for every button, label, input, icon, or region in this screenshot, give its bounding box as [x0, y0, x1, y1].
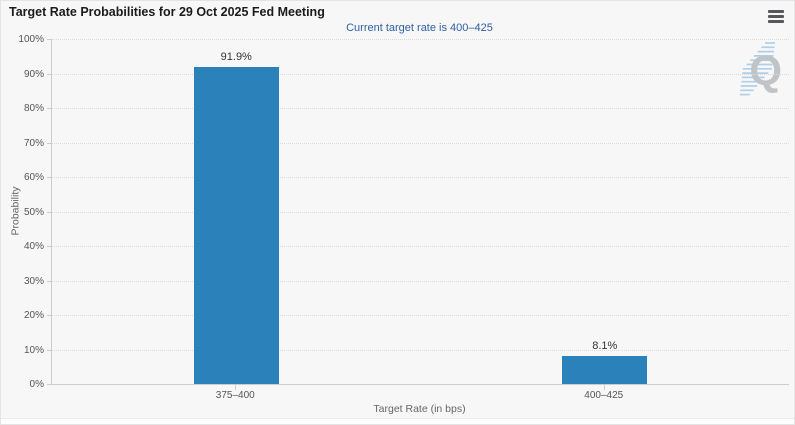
gridline-90 [52, 73, 789, 75]
y-tick-mark [47, 349, 51, 351]
gridline-20 [52, 315, 789, 316]
y-tick-label: 40% [23, 241, 44, 252]
y-tick-label: 70% [23, 137, 44, 149]
gridline-100 [52, 39, 789, 40]
y-tick-mark [47, 177, 51, 178]
y-tick-label: 0% [29, 379, 44, 390]
chart-subtitle: Current target rate is 400–425 [346, 22, 493, 34]
x-tick-mark [603, 385, 605, 390]
y-tick-mark [47, 108, 51, 109]
chart-title: Target Rate Probabilities for 29 Oct 202… [9, 5, 325, 19]
gridline-50 [52, 211, 789, 213]
bar-value-label: 8.1% [592, 340, 618, 353]
x-tick-label: 400–425 [584, 390, 624, 401]
y-tick-label: 60% [23, 172, 44, 183]
y-tick-mark [47, 280, 51, 282]
x-axis-title: Target Rate (in bps) [373, 403, 466, 415]
gridline-10 [52, 349, 789, 351]
bottom-strip [1, 418, 794, 424]
lightning-slash-icon [739, 42, 775, 96]
plot-area: 91.9% 8.1% [51, 39, 789, 385]
watermark-letter: Q [749, 47, 782, 94]
y-tick-mark [47, 384, 51, 385]
y-tick-label: 30% [23, 275, 44, 287]
y-tick-mark [47, 315, 51, 316]
bar-375–400[interactable] [193, 66, 279, 384]
gridline-40 [52, 246, 789, 247]
menu-bar [768, 10, 784, 13]
x-tick-label: 375–400 [215, 390, 255, 401]
gridline-70 [52, 142, 789, 144]
y-tick-label: 100% [18, 34, 44, 45]
bar-value-label: 91.9% [220, 50, 252, 63]
gridline-30 [52, 280, 789, 282]
gridline-60 [52, 177, 789, 178]
quikstrike-watermark-logo: Q [726, 39, 790, 105]
gridline-80 [52, 108, 789, 109]
y-tick-label: 90% [23, 68, 44, 80]
y-tick-mark [47, 142, 51, 144]
y-tick-mark [47, 211, 51, 213]
menu-bar [768, 20, 784, 23]
menu-bar [768, 15, 784, 18]
bar-400–425[interactable] [562, 356, 648, 384]
x-tick-mark [235, 385, 237, 390]
y-tick-label: 80% [23, 103, 44, 114]
y-tick-label: 10% [23, 344, 44, 356]
y-tick-label: 20% [23, 310, 44, 321]
y-tick-mark [47, 73, 51, 75]
y-tick-mark [47, 39, 51, 40]
hamburger-menu-icon[interactable] [768, 10, 784, 23]
y-tick-mark [47, 246, 51, 247]
y-tick-label: 50% [23, 206, 44, 218]
